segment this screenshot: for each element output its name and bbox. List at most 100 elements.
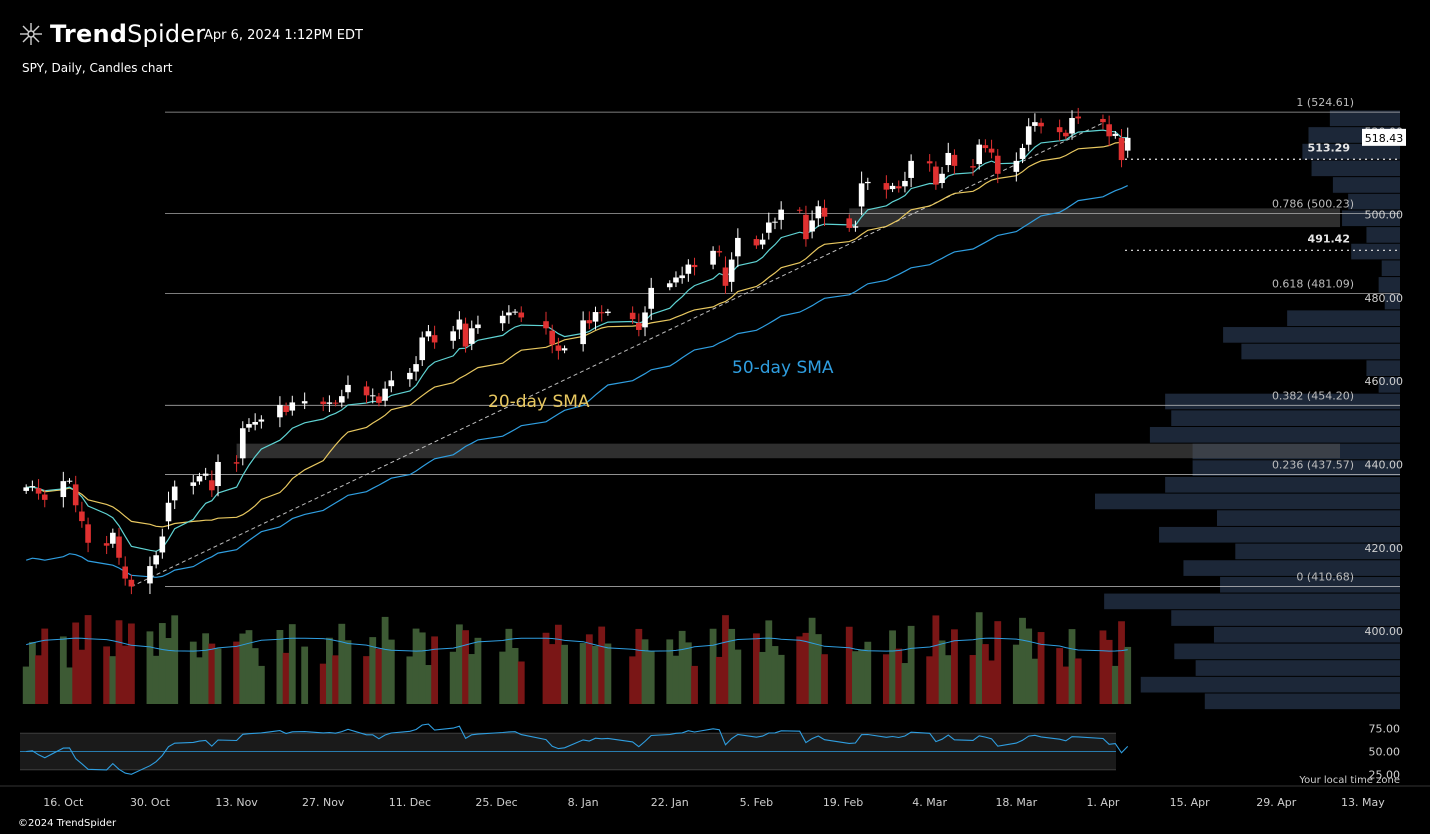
candle — [1106, 124, 1112, 137]
spider-logo-icon — [20, 23, 42, 45]
volume-bar — [672, 655, 680, 704]
candle — [580, 320, 586, 345]
volume-bar — [462, 630, 469, 704]
volume-bar — [332, 655, 340, 704]
trendspider-logo: TrendSpider — [18, 20, 205, 48]
volume-profile-bar — [1159, 526, 1400, 543]
candle — [407, 372, 413, 380]
volume-profile-bar — [1095, 493, 1400, 510]
volume-profile-bar — [1220, 576, 1400, 593]
candle — [666, 283, 673, 288]
last-price-tag — [1362, 128, 1406, 146]
volume-bar — [592, 645, 599, 704]
volume-profile-bar — [1287, 310, 1400, 327]
volume-bar — [852, 651, 859, 704]
fib-level-label: 0.618 (481.09) — [1272, 277, 1354, 290]
volume-profile-bar — [1381, 260, 1400, 277]
volume-profile-bar — [1235, 543, 1400, 560]
candle — [289, 402, 296, 411]
volume-profile-bar — [1104, 593, 1400, 610]
volume-bar — [1037, 632, 1045, 704]
volume-profile-bar — [1165, 476, 1400, 493]
candle — [765, 222, 772, 233]
candle — [586, 320, 593, 324]
volume-bar — [604, 643, 612, 704]
volume-bar — [1118, 621, 1125, 704]
candle — [846, 218, 853, 228]
volume-bar — [245, 630, 253, 704]
candle — [592, 312, 599, 322]
x-axis-tick-label: 4. Mar — [912, 796, 947, 809]
volume-bar — [28, 641, 36, 704]
candle — [122, 566, 129, 579]
volume-profile-bar — [1302, 143, 1400, 160]
candle — [147, 566, 153, 584]
candle — [821, 207, 828, 217]
x-axis-tick-label: 25. Dec — [475, 796, 517, 809]
volume-bar — [282, 652, 290, 704]
volume-bar — [468, 654, 476, 704]
volume-bar — [152, 655, 160, 704]
volume-bar — [1111, 665, 1119, 704]
candle — [110, 532, 116, 544]
candle — [1013, 160, 1020, 172]
candle — [202, 473, 209, 476]
volume-bar — [369, 637, 377, 704]
volume-bar — [517, 661, 525, 704]
volume-profile-bar — [1192, 460, 1400, 476]
candle — [865, 181, 871, 184]
candle — [190, 482, 197, 486]
candle — [1056, 127, 1063, 133]
volume-bar — [115, 620, 123, 704]
rsi-tick-label: 50.00 — [1369, 746, 1401, 759]
volume-bar — [691, 665, 698, 704]
volume-bar — [109, 656, 117, 704]
volume-bar — [845, 626, 853, 704]
volume-profile-bar — [1366, 227, 1400, 243]
timezone-label[interactable]: Your local time zone — [1299, 775, 1400, 786]
volume-bar — [926, 656, 934, 704]
candle — [685, 264, 692, 274]
volume-profile-bar — [1342, 210, 1400, 227]
volume-bar — [796, 636, 804, 704]
candle — [895, 186, 902, 189]
candle — [512, 311, 518, 313]
volume-average-line — [26, 637, 1128, 652]
volume-bar — [425, 665, 432, 704]
volume-bar — [548, 644, 556, 704]
volume-bar — [1105, 639, 1113, 704]
candle — [103, 543, 110, 546]
candle — [196, 476, 203, 482]
volume-profile-bar — [1204, 693, 1400, 710]
candle — [778, 209, 784, 220]
volume-bar — [499, 651, 507, 704]
volume-bar — [715, 656, 723, 704]
last-price-label: 518.43 — [1365, 132, 1404, 145]
candle — [543, 321, 549, 329]
volume-bar — [158, 623, 166, 704]
candle — [369, 395, 376, 397]
volume-bar — [276, 630, 284, 704]
volume-profile-bar — [1311, 160, 1400, 177]
candle — [1075, 116, 1082, 119]
candle — [902, 180, 908, 187]
x-axis-tick-label: 22. Jan — [651, 796, 689, 809]
candle — [518, 312, 525, 318]
candle — [363, 386, 370, 396]
candle — [1038, 122, 1044, 127]
price-level-label: 513.29 — [1308, 141, 1350, 154]
candle — [735, 237, 741, 257]
volume-bar — [505, 628, 513, 704]
volume-bar — [802, 632, 810, 704]
candle — [277, 404, 283, 418]
candle — [1069, 117, 1075, 134]
volume-profile-bar — [1183, 560, 1400, 576]
candle — [499, 315, 506, 324]
volume-bar — [777, 654, 785, 704]
candle — [246, 424, 252, 428]
x-axis-tick-label: 1. Apr — [1086, 796, 1119, 809]
volume-bar — [907, 625, 915, 704]
x-axis-tick-label: 27. Nov — [302, 796, 345, 809]
candle — [759, 239, 766, 245]
